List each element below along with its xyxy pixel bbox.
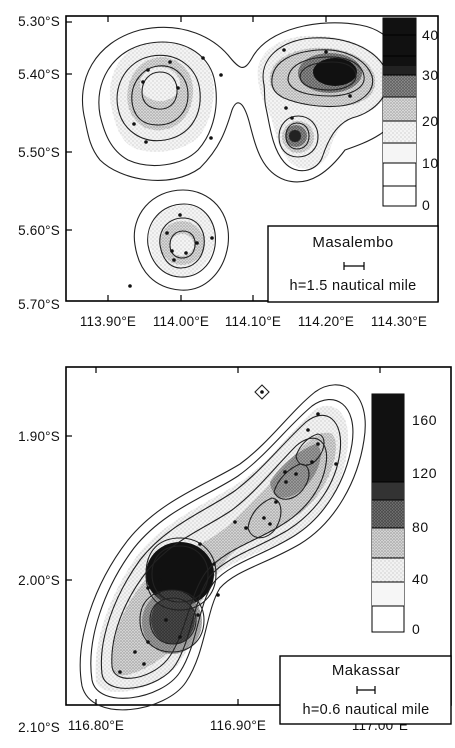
colorbar-tick-label: 80 (412, 519, 429, 535)
masalembo-sample-points (128, 48, 352, 288)
x-tick-label: 113.90°E (80, 314, 136, 329)
y-tick-label: 1.90°S (18, 429, 60, 444)
colorbar-tick-label: 40 (412, 571, 429, 587)
x-tick-label: 114.20°E (298, 314, 354, 329)
x-tick-label: 114.10°E (225, 314, 281, 329)
y-tick-label: 5.50°S (18, 145, 60, 160)
y-tick-label: 5.70°S (18, 297, 60, 312)
x-tick-label: 114.00°E (153, 314, 209, 329)
masalembo-legend-box (267, 225, 439, 303)
masalembo-map-svg: 5.30°S 5.40°S 5.50°S 5.60°S 5.70°S 113.9… (18, 14, 439, 329)
y-tick-label: 2.10°S (18, 720, 60, 735)
scale-text-makassar: h=0.6 nautical mile (302, 702, 429, 718)
makassar-sample-points (118, 390, 338, 674)
colorbar-tick-label: 0 (422, 197, 430, 213)
makassar-map-svg: 1.90°S 2.00°S 2.10°S 116.80°E 116.90°E 1… (18, 366, 452, 735)
y-tick-label: 5.60°S (18, 223, 60, 238)
y-tick-label: 5.40°S (18, 67, 60, 82)
x-tick-label: 116.90°E (210, 718, 266, 733)
colorbar-tick-label: 10 (422, 155, 439, 171)
colorbar-tick-label: 30 (422, 67, 439, 83)
y-tick-label: 5.30°S (18, 14, 60, 29)
y-tick-label: 2.00°S (18, 573, 60, 588)
colorbar-tick-label: 120 (412, 465, 437, 481)
makassar-map-panel: 1.90°S 2.00°S 2.10°S 116.80°E 116.90°E 1… (0, 352, 455, 748)
masalembo-colorbar (382, 17, 417, 207)
x-tick-label: 114.30°E (371, 314, 427, 329)
masalembo-map-panel: 5.30°S 5.40°S 5.50°S 5.60°S 5.70°S 113.9… (0, 0, 455, 345)
masalembo-axis-ticks (66, 16, 400, 301)
x-tick-label: 116.80°E (68, 718, 124, 733)
map-title-makassar: Makassar (332, 662, 400, 679)
colorbar-tick-label: 20 (422, 113, 439, 129)
scale-text-masalembo: h=1.5 nautical mile (289, 278, 416, 294)
masalembo-contours (81, 22, 406, 291)
colorbar-tick-label: 40 (422, 27, 439, 43)
makassar-legend-box (279, 655, 452, 725)
makassar-contours (79, 384, 366, 711)
colorbar-tick-label: 160 (412, 412, 437, 428)
colorbar-tick-label: 0 (412, 621, 420, 637)
makassar-colorbar (371, 393, 405, 633)
map-title-masalembo: Masalembo (312, 234, 393, 251)
makassar-density-field (95, 405, 349, 692)
